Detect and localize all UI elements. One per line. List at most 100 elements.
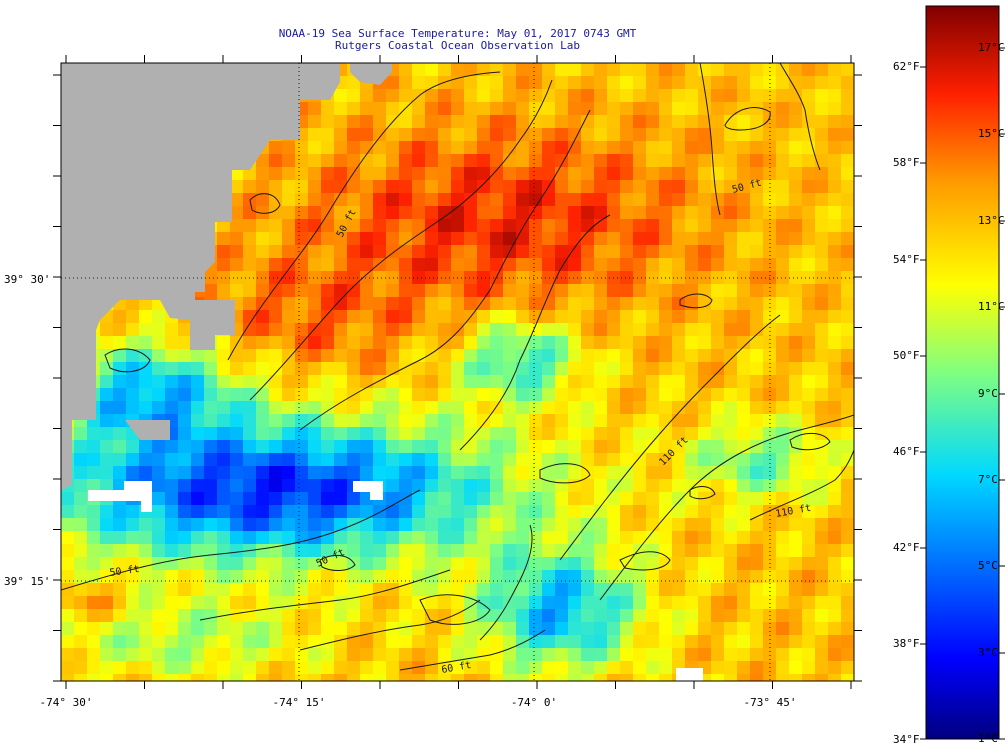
sst-cell — [633, 635, 647, 649]
sst-cell — [594, 531, 608, 545]
sst-cell — [776, 479, 790, 493]
sst-cell — [490, 63, 504, 77]
sst-cell — [438, 232, 452, 246]
sst-cell — [802, 479, 816, 493]
sst-cell — [230, 167, 244, 181]
sst-cell — [555, 128, 569, 142]
sst-cell — [139, 336, 153, 350]
sst-cell — [438, 115, 452, 129]
sst-cell — [555, 583, 569, 597]
sst-cell — [347, 297, 361, 311]
sst-cell — [178, 570, 192, 584]
sst-cell — [516, 245, 530, 259]
sst-cell — [282, 661, 296, 675]
sst-cell — [594, 635, 608, 649]
sst-cell — [776, 388, 790, 402]
sst-cell — [620, 531, 634, 545]
sst-cell — [412, 284, 426, 298]
sst-cell — [698, 609, 712, 623]
sst-cell — [685, 102, 699, 116]
sst-cell — [542, 440, 556, 454]
sst-cell — [620, 193, 634, 207]
sst-cell — [685, 245, 699, 259]
sst-cell — [360, 388, 374, 402]
sst-cell — [815, 622, 829, 636]
sst-cell — [789, 505, 803, 519]
sst-cell — [321, 518, 335, 532]
sst-cell — [633, 154, 647, 168]
sst-cell — [204, 271, 218, 285]
sst-cell — [737, 414, 751, 428]
sst-cell — [607, 557, 621, 571]
sst-cell — [620, 375, 634, 389]
sst-cell — [750, 609, 764, 623]
colorbar-celsius-label: 9°C — [978, 387, 998, 400]
sst-cell — [685, 375, 699, 389]
sst-cell — [282, 310, 296, 324]
sst-cell — [672, 557, 686, 571]
sst-cell — [191, 375, 205, 389]
sst-cell — [438, 297, 452, 311]
sst-cell — [165, 440, 179, 454]
sst-cell — [555, 76, 569, 90]
sst-cell — [516, 258, 530, 272]
sst-cell — [659, 180, 673, 194]
sst-cell — [373, 440, 387, 454]
sst-cell — [230, 362, 244, 376]
sst-cell — [646, 466, 660, 480]
sst-cell — [477, 206, 491, 220]
sst-cell — [386, 232, 400, 246]
sst-cell — [750, 414, 764, 428]
sst-cell — [464, 635, 478, 649]
sst-cell — [503, 440, 517, 454]
sst-cell — [74, 544, 88, 558]
sst-cell — [789, 401, 803, 415]
sst-cell — [477, 167, 491, 181]
colorbar-fahrenheit-label: 50°F — [893, 349, 920, 362]
sst-cell — [646, 427, 660, 441]
sst-cell — [750, 258, 764, 272]
sst-cell — [542, 258, 556, 272]
sst-cell — [321, 466, 335, 480]
sst-cell — [750, 76, 764, 90]
sst-cell — [802, 102, 816, 116]
sst-cell — [542, 349, 556, 363]
sst-cell — [594, 310, 608, 324]
sst-cell — [607, 193, 621, 207]
sst-cell — [698, 349, 712, 363]
sst-cell — [321, 570, 335, 584]
sst-cell — [815, 648, 829, 662]
sst-cell — [334, 661, 348, 675]
sst-cell — [828, 141, 842, 155]
sst-cell — [217, 531, 231, 545]
sst-cell — [828, 388, 842, 402]
sst-cell — [672, 583, 686, 597]
sst-cell — [217, 388, 231, 402]
sst-cell — [412, 609, 426, 623]
sst-cell — [295, 414, 309, 428]
sst-cell — [269, 401, 283, 415]
sst-cell — [386, 180, 400, 194]
sst-cell — [776, 362, 790, 376]
sst-cell — [399, 323, 413, 337]
sst-cell — [711, 206, 725, 220]
sst-cell — [776, 63, 790, 77]
sst-cell — [828, 258, 842, 272]
sst-cell — [438, 544, 452, 558]
sst-cell — [620, 271, 634, 285]
sst-cell — [737, 375, 751, 389]
sst-cell — [737, 154, 751, 168]
sst-cell — [542, 453, 556, 467]
sst-cell — [711, 115, 725, 129]
sst-cell — [516, 518, 530, 532]
sst-cell — [282, 427, 296, 441]
sst-cell — [581, 648, 595, 662]
sst-cell — [386, 154, 400, 168]
sst-cell — [113, 375, 127, 389]
sst-cell — [243, 635, 257, 649]
sst-cell — [841, 349, 854, 363]
sst-cell — [568, 661, 582, 675]
sst-cell — [464, 206, 478, 220]
sst-cell — [399, 453, 413, 467]
sst-cell — [776, 193, 790, 207]
